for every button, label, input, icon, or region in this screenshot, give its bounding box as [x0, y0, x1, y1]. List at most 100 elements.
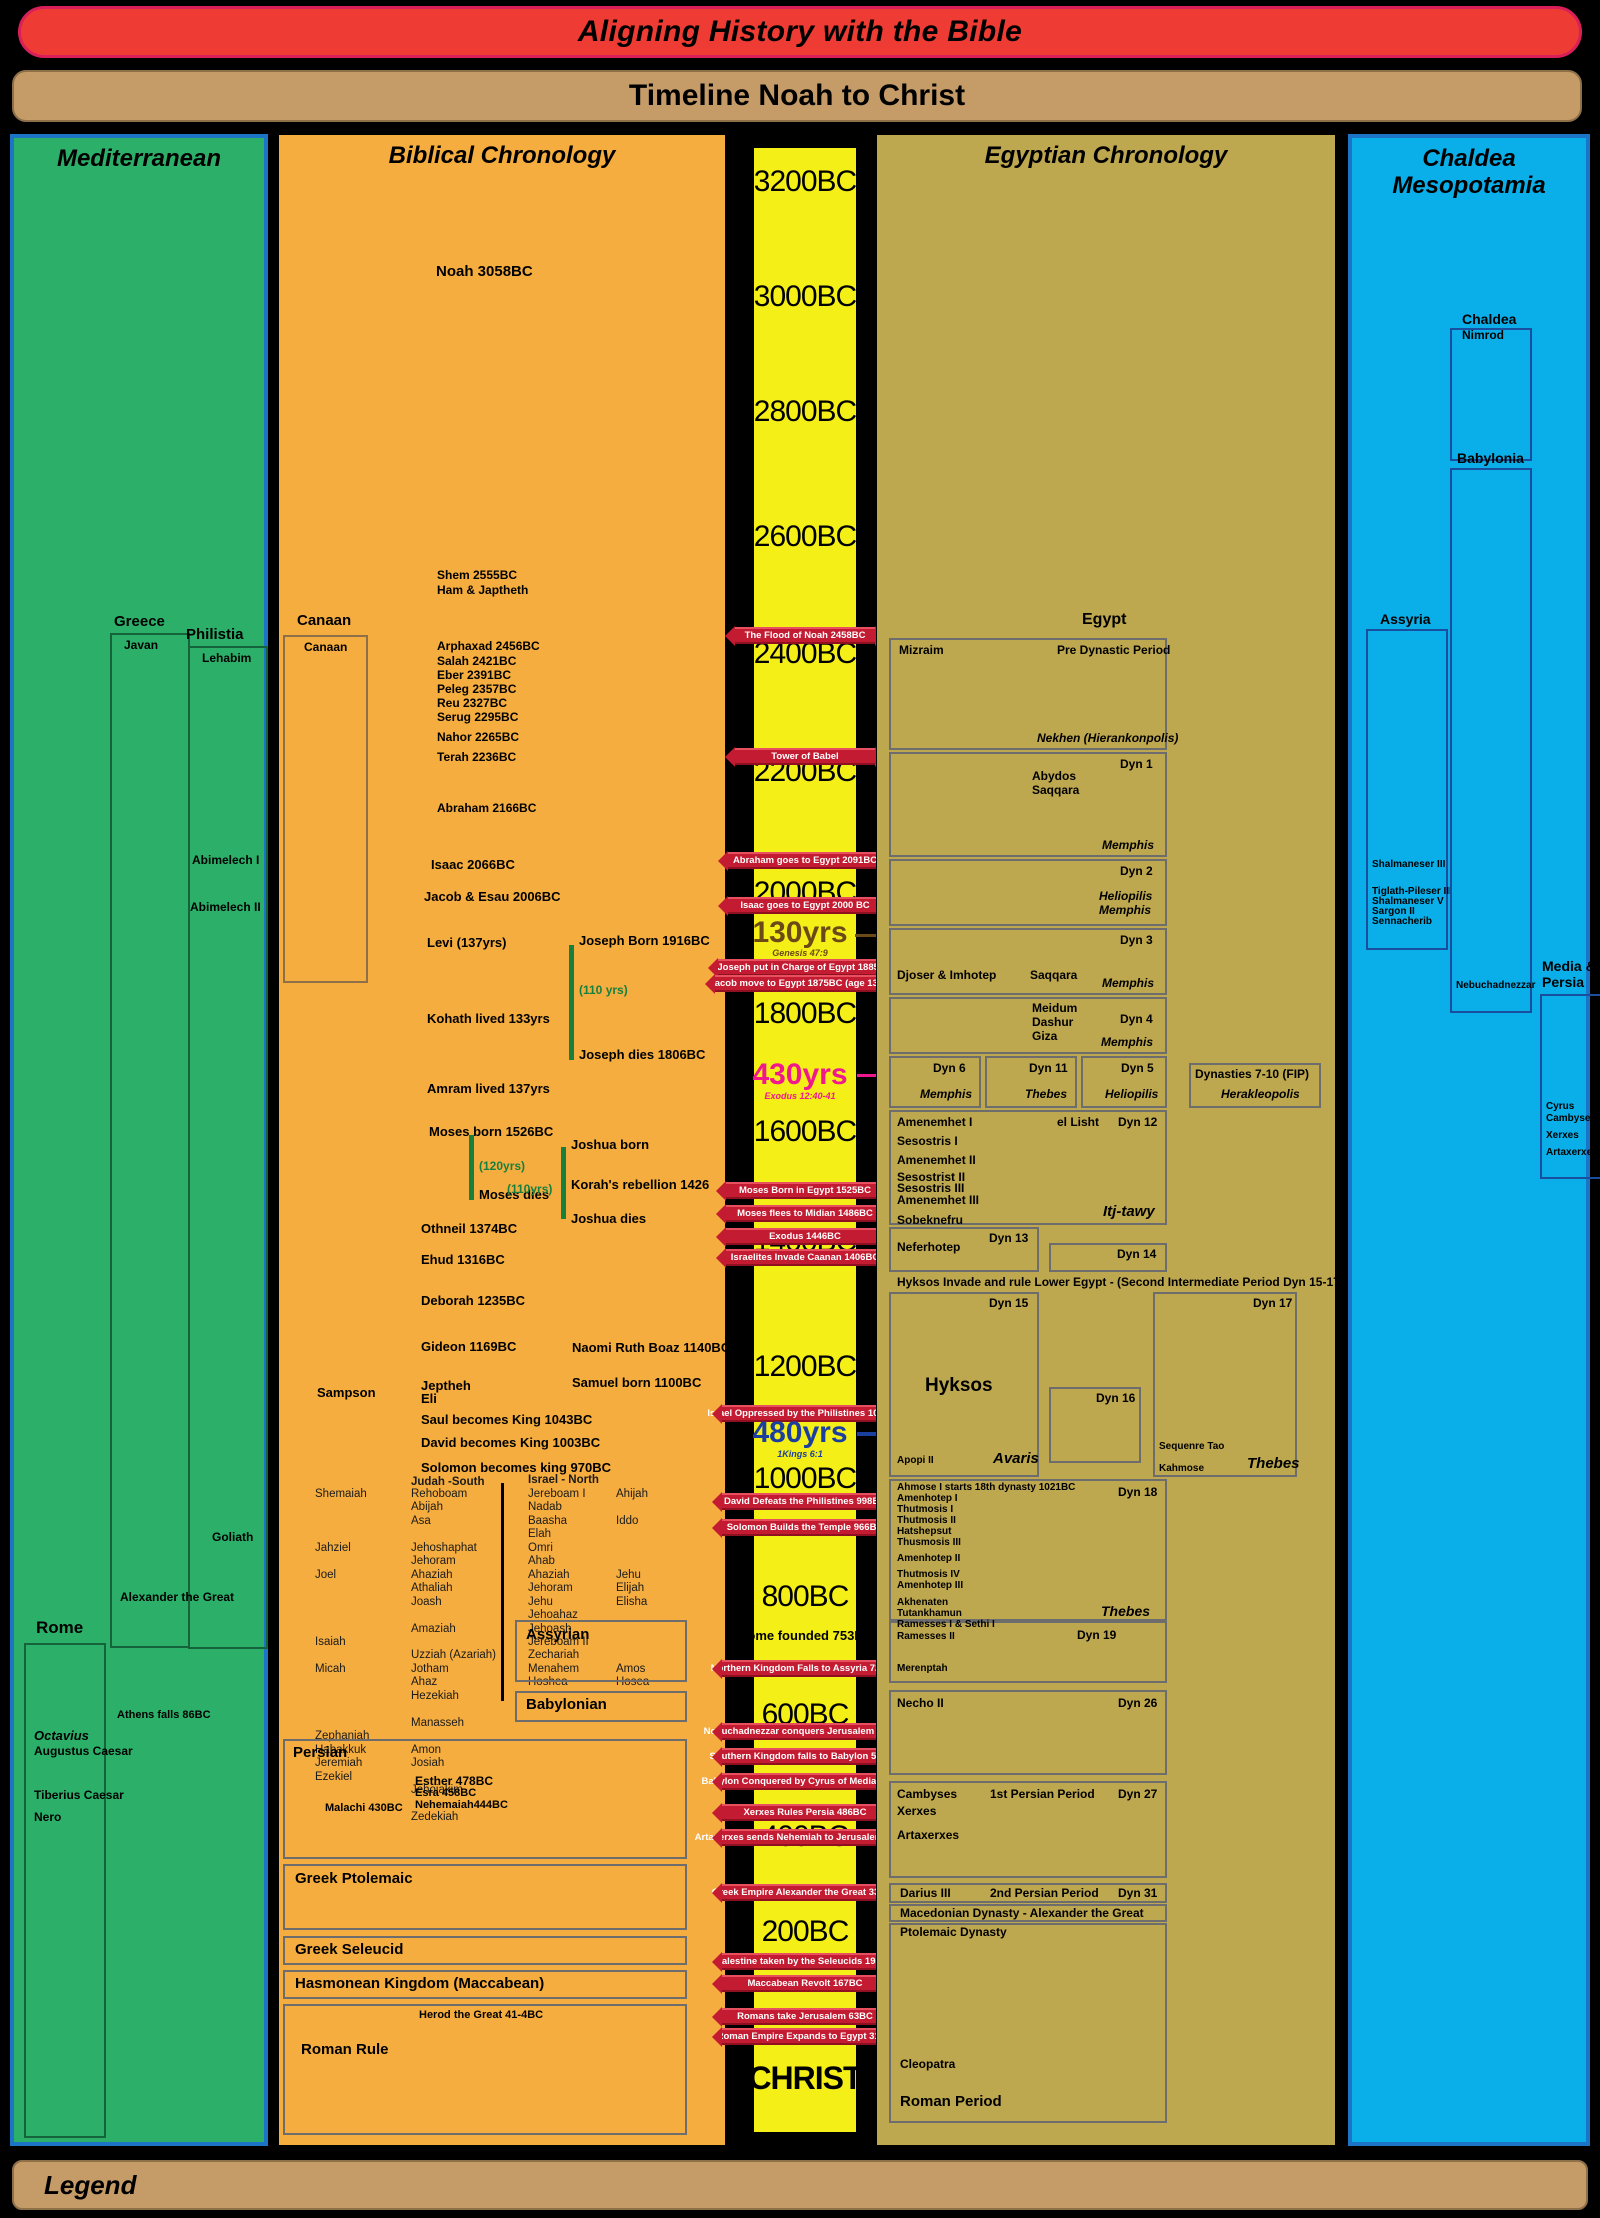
philistia-item-abimelech-2: Abimelech II — [190, 900, 261, 914]
era-3200bc: 3200BC — [753, 165, 857, 198]
dyn16-box — [1049, 1387, 1141, 1463]
nehemiah-entry: Nehemaiah444BC — [415, 1799, 508, 1811]
dyn14-box — [1049, 1243, 1167, 1272]
philistia-item-goliath: Goliath — [212, 1530, 254, 1544]
era-2800bc: 2800BC — [753, 395, 857, 428]
chaldea-label: Chaldea — [1462, 311, 1517, 327]
dyn2-title: Dyn 2 — [1120, 864, 1153, 878]
dyn18-ruler-3: Thutmosis I — [897, 1504, 954, 1515]
assyria-ruler-2: Tiglath-Pileser III — [1372, 886, 1452, 897]
predynastic-ruler: Mizraim — [899, 643, 944, 657]
judge-ehud: Ehud 1316BC — [421, 1252, 505, 1267]
saul-king-entry: Saul becomes King 1043BC — [421, 1412, 593, 1427]
dyn18-box — [889, 1479, 1167, 1621]
dyn18-ruler-7: Amenhotep II — [897, 1553, 961, 1564]
column-biblical: Biblical Chronology Noah 3058BC Shem 255… — [278, 134, 730, 2146]
event-abraham-egypt: Abraham goes to Egypt 2091BC — [718, 850, 892, 871]
media-persia-ruler-3: Xerxes — [1546, 1130, 1579, 1141]
patriarch-arphaxad: Arphaxad 2456BC — [437, 639, 540, 653]
greek-ptolemaic-box — [283, 1864, 687, 1930]
dyn3-title: Dyn 3 — [1120, 933, 1153, 947]
dyn1-title: Dyn 1 — [1120, 757, 1153, 771]
athens-falls-label: Athens falls 86BC — [117, 1709, 211, 1721]
canaan-label: Canaan — [297, 612, 352, 629]
judge-sampson: Sampson — [317, 1385, 376, 1400]
dyn17-capital: Thebes — [1247, 1455, 1300, 1472]
event-isaac-egypt: Isaac goes to Egypt 2000 BC — [718, 895, 892, 916]
span-480yrs-ref: 1Kings 6:1 — [777, 1449, 823, 1459]
amram-entry: Amram lived 137yrs — [427, 1081, 550, 1096]
dyn12-ruler-7: Sobeknefru — [897, 1213, 964, 1227]
era-1000bc: 1000BC — [753, 1462, 857, 1495]
babylonian-label: Babylonian — [526, 1696, 607, 1713]
span-130-connector — [855, 934, 893, 937]
malachi-entry: Malachi 430BC — [325, 1802, 403, 1814]
dyn4-sites: Meidum Dashur Giza — [1032, 1001, 1078, 1043]
era-800bc: 800BC — [761, 1580, 850, 1613]
dyn17-ruler-1: Sequenre Tao — [1159, 1441, 1225, 1452]
jacob-esau-entry: Jacob & Esau 2006BC — [424, 889, 561, 904]
dyn11-capital: Thebes — [1025, 1087, 1068, 1101]
ptolemaic-label: Ptolemaic Dynasty — [900, 1925, 1007, 1939]
dyn18-ruler-4: Thutmosis II — [897, 1515, 956, 1526]
column-header-chaldea-line1: Chaldea — [1422, 145, 1516, 172]
media-persia-box — [1540, 994, 1600, 1179]
fip-title: Dynasties 7-10 (FIP) — [1195, 1067, 1310, 1081]
shem-entry: Shem 2555BC — [437, 568, 518, 582]
hasmonean-label: Hasmonean Kingdom (Maccabean) — [295, 1975, 545, 1992]
event-jacob-move-egypt: Jacob move to Egypt 1875BC (age 130yrs) — [705, 973, 905, 994]
babylonian-box — [515, 1691, 687, 1722]
dyn3-ruler: Djoser & Imhotep — [897, 968, 997, 982]
philistia-item-abimelech-1: Abimelech I — [192, 853, 260, 867]
span-430yrs-ref: Exodus 12:40-41 — [764, 1091, 836, 1101]
moses-born-entry: Moses born 1526BC — [429, 1124, 554, 1139]
macedonian-box — [889, 1904, 1167, 1922]
dyn18-ruler-2: Amenhotep I — [897, 1493, 958, 1504]
dyn15-ruler: Apopi II — [897, 1455, 934, 1466]
fip-capital: Herakleopolis — [1221, 1087, 1300, 1101]
dyn2-box — [889, 859, 1167, 926]
joseph-born-entry: Joseph Born 1916BC — [579, 933, 710, 948]
dyn6-capital: Memphis — [920, 1087, 973, 1101]
patriarch-eber: Eber 2391BC — [437, 668, 512, 682]
samuel-born-entry: Samuel born 1100BC — [572, 1375, 702, 1390]
canaan-box — [283, 635, 368, 983]
page-title: Aligning History with the Bible — [577, 15, 1023, 48]
era-1600bc: 1600BC — [753, 1115, 857, 1148]
dyn17-box — [1153, 1292, 1297, 1477]
judah-kings-list: Rehoboam Abijah Asa Jehoshaphat Jehoram … — [411, 1488, 496, 1823]
dyn19-ruler-1: Ramesses I & Sethi I — [897, 1619, 995, 1630]
judge-othneil: Othneil 1374BC — [421, 1221, 518, 1236]
dyn16-title: Dyn 16 — [1096, 1391, 1136, 1405]
event-moses-born: Moses Born in Egypt 1525BC — [716, 1180, 894, 1201]
event-exodus: Exodus 1446BC — [716, 1226, 894, 1247]
dyn27-ruler-3: Artaxerxes — [897, 1828, 960, 1842]
babylonia-label: Babylonia — [1457, 450, 1524, 466]
joseph-dies-entry: Joseph dies 1806BC — [579, 1047, 706, 1062]
greece-label: Greece — [114, 613, 165, 630]
joshua-dies-entry: Joshua dies — [571, 1211, 647, 1226]
span-130yrs-value: 130yrs — [752, 916, 848, 949]
assyria-label: Assyria — [1380, 611, 1431, 627]
dyn6-title: Dyn 6 — [933, 1061, 966, 1075]
israel-north-header: Israel - North — [528, 1474, 599, 1486]
ezra-entry: Esra 458BC — [415, 1787, 477, 1799]
israel-kings-list: Jereboam I Nadab Baasha Elah Omri Ahab A… — [528, 1488, 589, 1689]
philistia-label: Philistia — [186, 626, 244, 643]
herod-entry: Herod the Great 41-4BC — [419, 2009, 544, 2021]
dyn12-capital: Itj-tawy — [1103, 1203, 1155, 1220]
era-200bc: 200BC — [761, 1915, 850, 1948]
roman-period-label: Roman Period — [900, 2093, 1002, 2110]
dyn1-sites: Abydos Saqqara — [1032, 769, 1080, 797]
patriarch-nahor: Nahor 2265BC — [437, 730, 520, 744]
canaan-inner-label: Canaan — [304, 640, 348, 654]
judge-eli: Eli — [421, 1391, 437, 1406]
event-david-defeats: David Defeats the Philistines 998BC — [712, 1491, 898, 1512]
chaldea-box — [1450, 328, 1532, 461]
joseph-life-bar — [569, 945, 574, 1060]
noah-entry: Noah 3058BC — [436, 263, 533, 280]
assyria-ruler-4: Sargon II — [1372, 906, 1415, 917]
naomi-ruth-boaz-entry: Naomi Ruth Boaz 1140BC — [572, 1340, 731, 1355]
moses-life-bar — [469, 1135, 474, 1200]
dyn19-ruler-2: Ramesses II — [897, 1631, 955, 1642]
